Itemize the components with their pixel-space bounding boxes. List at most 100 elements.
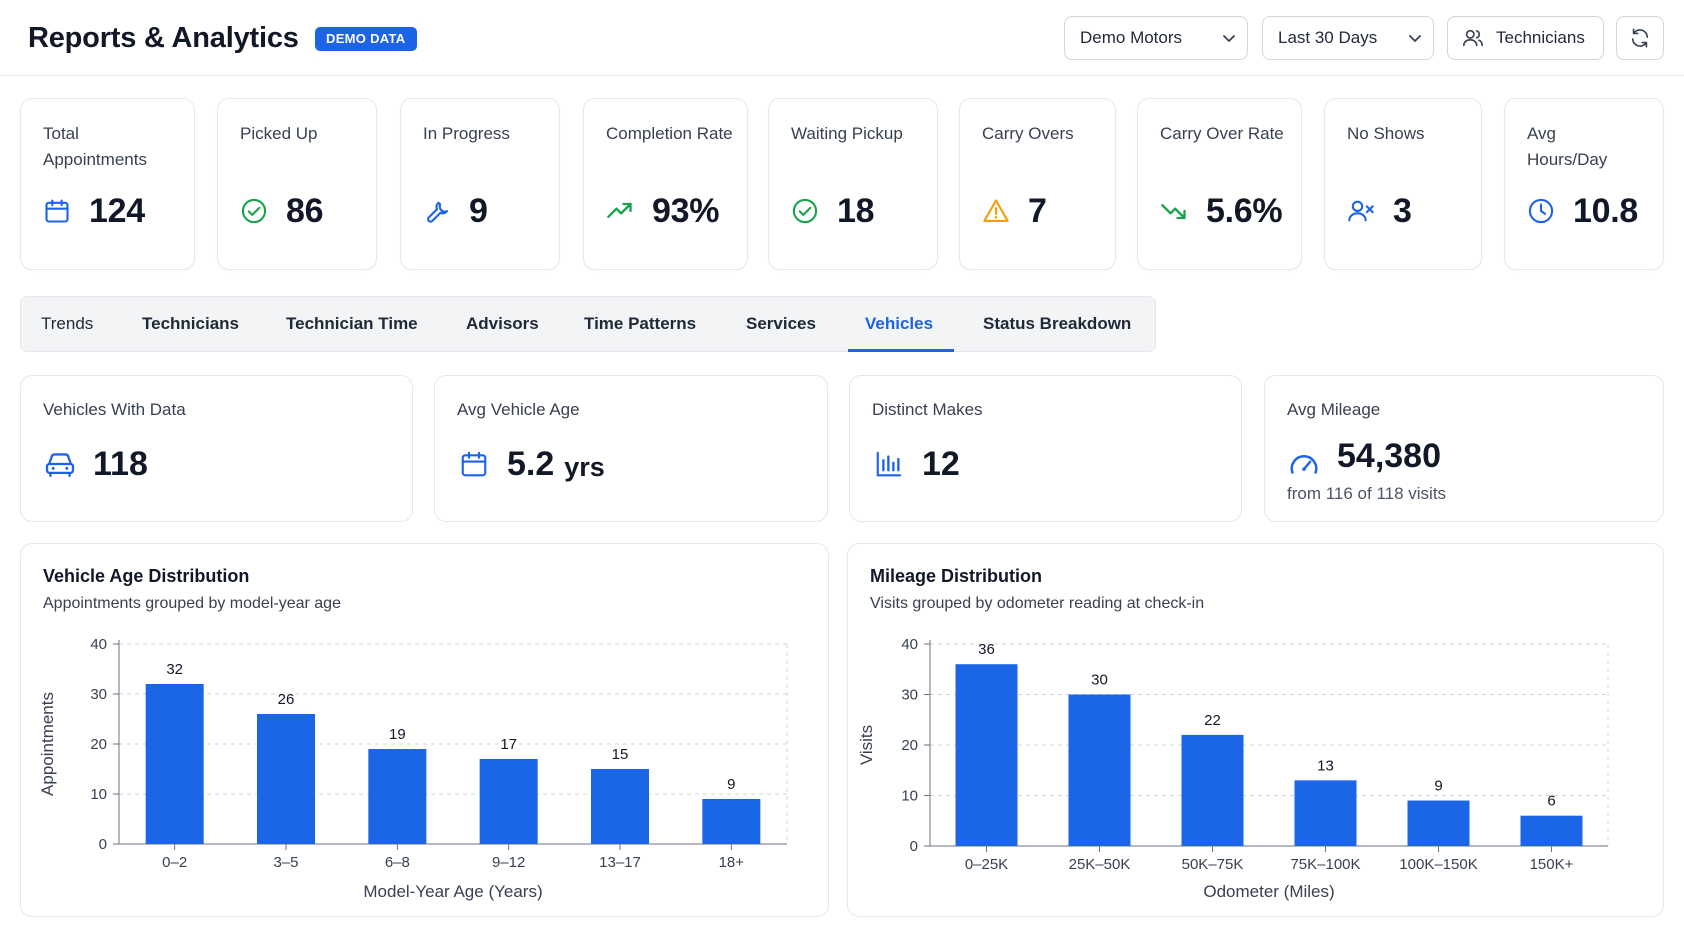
bar[interactable] — [1181, 734, 1244, 846]
y-tick-label: 40 — [90, 636, 107, 653]
kpi-label: Waiting Pickup — [791, 124, 903, 143]
chevron-down-icon — [1211, 30, 1247, 46]
bar-value-label: 9 — [727, 776, 735, 793]
bar[interactable] — [479, 759, 538, 844]
kpi-value: 5.6% — [1206, 191, 1283, 230]
bar[interactable] — [702, 799, 761, 844]
x-tick-label: 6–8 — [385, 854, 410, 871]
y-axis-title: Appointments — [38, 692, 57, 796]
y-tick-label: 40 — [901, 636, 918, 653]
technicians-button[interactable]: Technicians — [1447, 16, 1604, 60]
vehicle-age-chart-panel: Vehicle Age Distribution Appointments gr… — [20, 543, 829, 917]
trending-down-icon — [1160, 197, 1188, 225]
y-tick-label: 0 — [910, 838, 918, 855]
stat-subtext: from 116 of 118 visits — [1287, 484, 1447, 503]
kpi-card-picked-up: Picked Up 86 — [217, 98, 377, 270]
kpi-card-waiting-pickup: Waiting Pickup 18 — [768, 98, 938, 270]
kpi-card-in-progress: In Progress 9 — [400, 98, 560, 270]
chart-title: Mileage Distribution — [870, 566, 1043, 586]
tab-services[interactable]: Services — [746, 314, 816, 333]
bar[interactable] — [1068, 694, 1131, 847]
x-tick-label: 100K–150K — [1399, 856, 1477, 873]
bar-value-label: 30 — [1091, 672, 1108, 689]
stat-value: 118 — [93, 444, 148, 483]
tab-technicians[interactable]: Technicians — [142, 314, 239, 333]
stat-label: Avg Mileage — [1287, 400, 1381, 419]
y-tick-label: 10 — [90, 786, 107, 803]
bar[interactable] — [1520, 815, 1583, 846]
x-tick-label: 18+ — [719, 854, 745, 871]
kpi-value: 9 — [469, 191, 488, 230]
stat-label: Vehicles With Data — [43, 400, 186, 419]
bar-value-label: 22 — [1204, 712, 1221, 729]
kpi-label: Avg Hours/Day — [1527, 124, 1608, 169]
kpi-value: 18 — [837, 191, 875, 230]
bar-value-label: 13 — [1317, 757, 1334, 774]
y-tick-label: 10 — [901, 788, 918, 805]
kpi-value: 93% — [652, 191, 720, 230]
bar[interactable] — [257, 714, 315, 844]
car-icon — [43, 447, 77, 481]
stat-unit: yrs — [564, 451, 605, 482]
page-header: Reports & Analytics DEMO DATA Demo Motor… — [0, 0, 1684, 76]
stat-label: Avg Vehicle Age — [457, 400, 580, 419]
chart-subtitle: Visits grouped by odometer reading at ch… — [870, 595, 1205, 612]
active-tab-indicator — [848, 349, 954, 352]
bar[interactable] — [1294, 780, 1357, 846]
wrench-icon — [423, 197, 451, 225]
kpi-card-total-appointments: Total Appointments 124 — [20, 98, 195, 270]
refresh-button[interactable] — [1616, 16, 1664, 60]
x-tick-label: 3–5 — [273, 854, 298, 871]
bar[interactable] — [1407, 800, 1470, 846]
bar-value-label: 36 — [978, 641, 995, 658]
chevron-down-icon — [1397, 30, 1433, 46]
bar[interactable] — [145, 684, 204, 844]
y-tick-label: 0 — [99, 836, 107, 853]
bar-value-label: 15 — [612, 746, 629, 763]
x-tick-label: 75K–100K — [1290, 856, 1360, 873]
bar[interactable] — [368, 749, 427, 844]
x-tick-label: 25K–50K — [1069, 856, 1131, 873]
kpi-card-carry-overs: Carry Overs 7 — [959, 98, 1116, 270]
bar-value-label: 6 — [1547, 793, 1555, 810]
kpi-label: Carry Overs — [982, 124, 1074, 143]
x-tick-label: 150K+ — [1530, 856, 1574, 873]
check-circle-icon — [240, 197, 268, 225]
vehicle-age-bar-chart: 0 10 20 30 40 32 0–2 26 3–5 19 6–8 17 9–12 15 13–17 9 18… — [38, 636, 788, 901]
kpi-label: Carry Over Rate — [1160, 124, 1284, 143]
kpi-card-completion-rate: Completion Rate 93% — [583, 98, 748, 270]
bar-value-label: 26 — [278, 691, 295, 708]
mileage-bar-chart: 0 10 20 30 40 36 0–25K 30 25K–50K 22 50K–75K 13 75K–… — [857, 636, 1609, 901]
bar-value-label: 32 — [166, 661, 183, 678]
trending-up-icon — [606, 197, 634, 225]
tab-technician-time[interactable]: Technician Time — [286, 314, 418, 333]
bar[interactable] — [955, 664, 1018, 846]
tab-advisors[interactable]: Advisors — [466, 314, 539, 333]
y-axis-title: Visits — [857, 725, 876, 765]
kpi-label: Total Appointments — [43, 124, 147, 169]
tab-vehicles[interactable]: Vehicles — [865, 314, 934, 333]
stat-value: 54,380 — [1337, 436, 1441, 475]
technicians-button-label: Technicians — [1496, 28, 1585, 47]
tab-status-breakdown[interactable]: Status Breakdown — [983, 314, 1132, 333]
bar-value-label: 9 — [1434, 778, 1442, 795]
refresh-icon — [1629, 27, 1651, 49]
warning-icon — [982, 197, 1010, 225]
bar-value-label: 17 — [500, 736, 517, 753]
tab-trends[interactable]: Trends — [41, 314, 94, 333]
calendar-icon — [43, 197, 71, 225]
stat-card-vehicles-with-data: Vehicles With Data 118 — [20, 375, 413, 522]
demo-data-badge: DEMO DATA — [315, 27, 417, 51]
kpi-label: In Progress — [423, 124, 510, 143]
dealer-select[interactable]: Demo Motors — [1064, 16, 1248, 60]
kpi-value: 7 — [1028, 191, 1047, 230]
users-icon — [1462, 27, 1486, 49]
tab-time-patterns[interactable]: Time Patterns — [584, 314, 697, 333]
date-range-select[interactable]: Last 30 Days — [1262, 16, 1434, 60]
kpi-card-no-shows: No Shows 3 — [1324, 98, 1482, 270]
stat-value: 5.2 — [507, 444, 555, 483]
x-axis-title: Model-Year Age (Years) — [363, 882, 542, 901]
bar[interactable] — [591, 769, 649, 844]
check-circle-icon — [791, 197, 819, 225]
y-tick-label: 20 — [90, 736, 107, 753]
